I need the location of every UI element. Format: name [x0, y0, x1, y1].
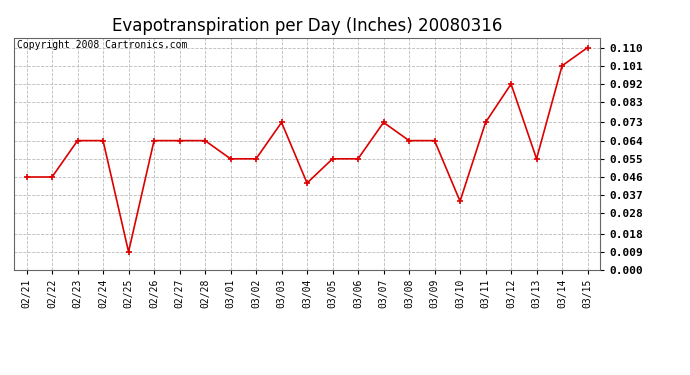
Title: Evapotranspiration per Day (Inches) 20080316: Evapotranspiration per Day (Inches) 2008…	[112, 16, 502, 34]
Text: Copyright 2008 Cartronics.com: Copyright 2008 Cartronics.com	[17, 40, 187, 50]
